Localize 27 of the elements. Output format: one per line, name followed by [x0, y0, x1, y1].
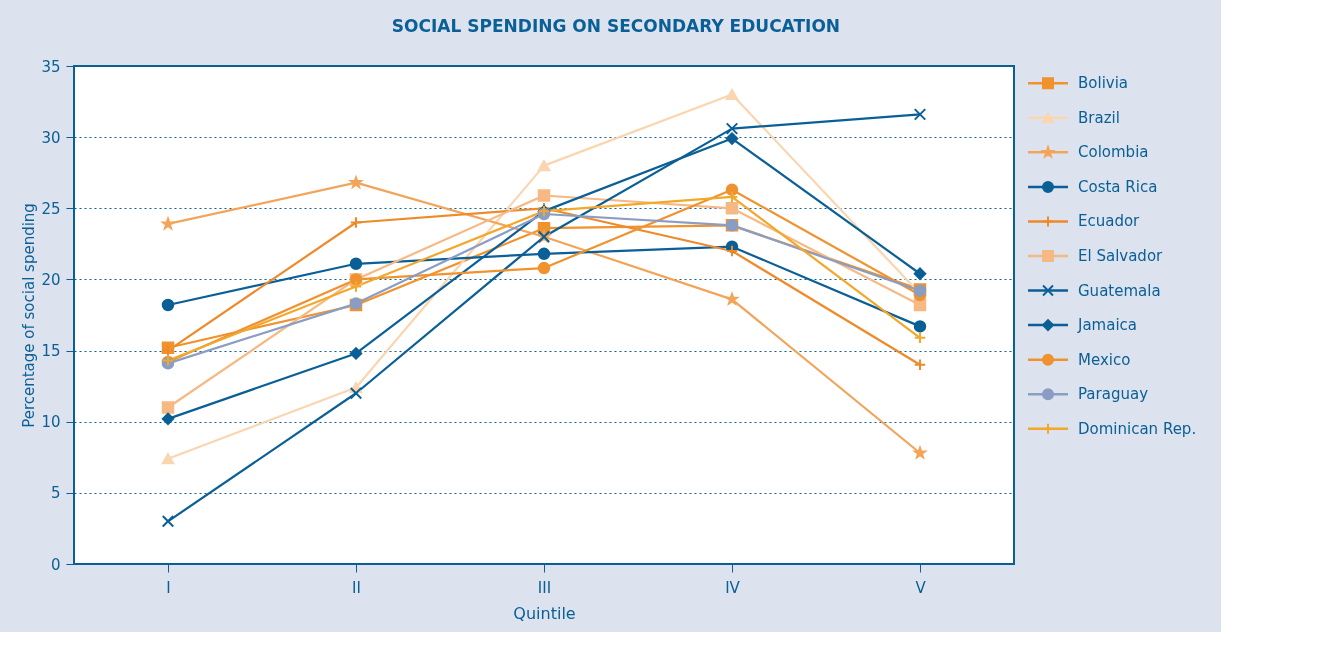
x-axis-title: Quintile: [513, 603, 576, 623]
legend-label: Paraguay: [1078, 385, 1149, 404]
y-tick-label: 30: [41, 128, 61, 147]
x-tick-label: II: [352, 578, 361, 597]
legend-label: Costa Rica: [1078, 177, 1158, 196]
legend-label: Dominican Rep.: [1078, 419, 1197, 438]
y-axis-title: Percentage of social spending: [20, 203, 39, 428]
legend-label: Brazil: [1078, 108, 1120, 127]
legend-label: Colombia: [1078, 143, 1149, 162]
y-tick-label: 20: [41, 270, 61, 289]
y-tick-label: 35: [41, 57, 61, 76]
chart-title: SOCIAL SPENDING ON SECONDARY EDUCATION: [391, 16, 841, 36]
x-tick-label: I: [166, 578, 171, 597]
x-tick-label: V: [915, 578, 927, 597]
y-tick-label: 25: [41, 199, 61, 218]
y-tick-label: 0: [50, 555, 61, 574]
y-tick-label: 5: [50, 484, 61, 503]
legend-label: Bolivia: [1078, 74, 1129, 93]
legend-label: Mexico: [1078, 350, 1131, 369]
y-tick-label: 10: [41, 413, 61, 432]
legend-label: El Salvador: [1078, 247, 1164, 265]
y-tick-label: 15: [41, 342, 61, 361]
x-tick-label: IV: [725, 578, 741, 597]
x-tick-label: III: [537, 578, 552, 597]
legend-label: Ecuador: [1078, 212, 1141, 231]
legend-label: Jamaica: [1077, 316, 1138, 335]
legend-label: Guatemala: [1078, 281, 1161, 300]
